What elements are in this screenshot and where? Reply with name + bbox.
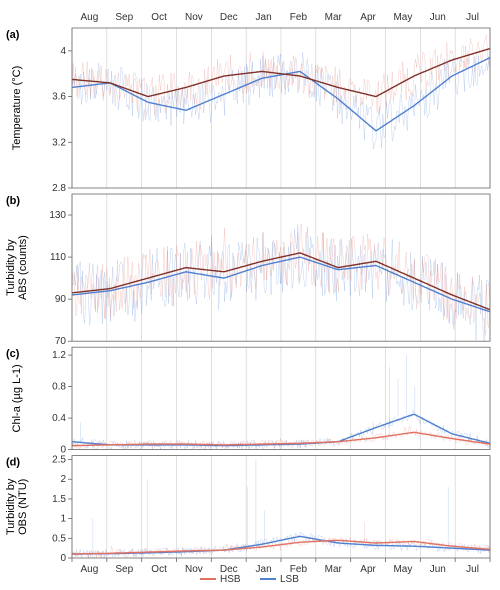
ytick-label: 1.5 — [52, 494, 66, 505]
ytick-label: 130 — [49, 210, 66, 221]
ytick-label: 2 — [60, 474, 66, 485]
ytick-label: 0.5 — [52, 533, 66, 544]
y-axis-label: Chl-a (µg L-1) — [11, 364, 23, 432]
top-month-label: Apr — [360, 12, 376, 23]
ytick-label: 1.2 — [52, 350, 66, 361]
panel-label-d: (d) — [6, 457, 20, 469]
top-month-label: Jun — [430, 12, 446, 23]
ytick-label: 1 — [60, 514, 66, 525]
legend-label: HSB — [220, 574, 241, 585]
multipanel-timeseries-chart: Aug Sep Oct Nov Dec Jan Feb Mar Apr May Jun Jul 2.8 3… — [0, 0, 500, 590]
top-month-label: Sep — [115, 12, 133, 23]
panel-d: 0 0.5 1 1.5 2 2.5 Turbidity byOBS (NTU) (d) — [5, 455, 490, 564]
ytick-label: 90 — [55, 294, 67, 305]
legend-label: LSB — [280, 574, 299, 585]
top-month-label: Aug — [81, 12, 99, 23]
ytick-label: 3.2 — [52, 137, 66, 148]
bottom-month-label: Jan — [256, 564, 272, 575]
ytick-label: 2.5 — [52, 455, 66, 466]
top-month-label: Dec — [220, 12, 238, 23]
panel-a: 2.8 3.2 3.6 4 Temperature (°C) (a) — [6, 28, 490, 194]
y-axis-label: Turbidity byABS (counts) — [5, 235, 29, 300]
bottom-month-label: May — [393, 564, 412, 575]
top-month-label: May — [393, 12, 412, 23]
ytick-label: 0 — [60, 553, 66, 564]
top-month-label: Nov — [185, 12, 203, 23]
ytick-label: 3.6 — [52, 92, 66, 103]
top-month-label: Jan — [256, 12, 272, 23]
ytick-label: 0.4 — [52, 413, 66, 424]
ytick-label: 4 — [60, 46, 66, 57]
ytick-label: 110 — [50, 252, 66, 263]
ytick-label: 2.8 — [52, 183, 66, 194]
y-axis-label: Temperature (°C) — [11, 66, 23, 150]
top-month-label: Oct — [151, 12, 167, 23]
panel-label-a: (a) — [6, 29, 20, 41]
ytick-label: 70 — [55, 336, 67, 347]
bottom-month-label: Mar — [325, 564, 343, 575]
panel-b: 70 90 110 130 Turbidity byABS (counts) (b) — [5, 194, 490, 347]
bottom-month-label: Nov — [185, 564, 203, 575]
bottom-month-label: Jul — [466, 564, 479, 575]
bottom-month-label: Oct — [151, 564, 167, 575]
bottom-month-label: Aug — [81, 564, 99, 575]
panel-label-b: (b) — [6, 195, 20, 207]
bottom-month-label: Jun — [430, 564, 446, 575]
top-month-label: Feb — [290, 12, 308, 23]
top-month-label: Jul — [466, 12, 479, 23]
panel-c: 00.40.81.2Chl-a (µg L-1)(c) — [6, 347, 490, 455]
ytick-label: 0.8 — [52, 382, 66, 393]
bottom-month-label: Sep — [115, 564, 133, 575]
top-month-label: Mar — [325, 12, 343, 23]
legend: HSB LSB — [200, 574, 299, 585]
y-axis-label: Turbidity byOBS (NTU) — [5, 478, 29, 535]
panel-label-c: (c) — [6, 348, 20, 360]
bottom-month-label: Apr — [360, 564, 376, 575]
